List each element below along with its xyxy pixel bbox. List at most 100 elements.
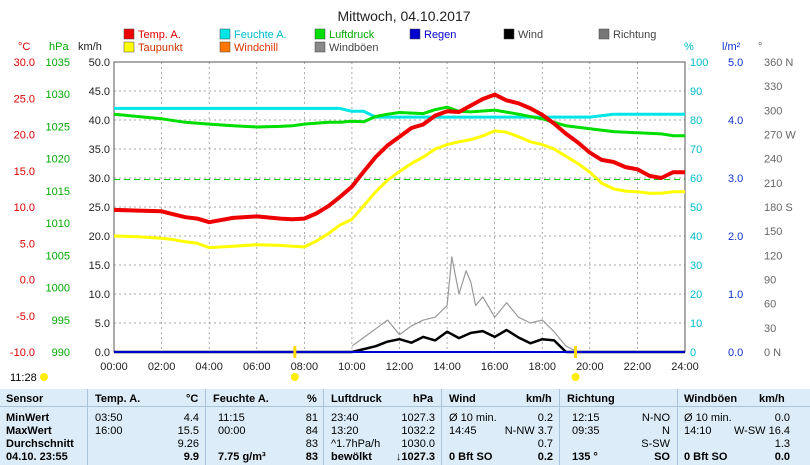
sun-icon bbox=[571, 373, 580, 381]
tick-label-wind: 35.0 bbox=[89, 144, 110, 156]
tick-label-pressure: 1015 bbox=[46, 186, 70, 198]
tick-label-temp: 20.0 bbox=[14, 130, 35, 142]
row-label: 04.10. 23:55 bbox=[6, 451, 68, 463]
tick-label-humidity: 40 bbox=[690, 231, 702, 243]
tick-label-temp: -5.0 bbox=[16, 311, 35, 323]
header-temp-unit: °C bbox=[186, 393, 199, 405]
table-cell: 83 bbox=[305, 451, 318, 463]
tick-label-humidity: 50 bbox=[690, 202, 702, 214]
row-label: MaxWert bbox=[6, 425, 52, 437]
tick-label-pressure: 1010 bbox=[46, 218, 70, 230]
tick-label-wind: 5.0 bbox=[95, 318, 110, 330]
legend-swatch bbox=[409, 28, 421, 40]
tick-label-rain: 4.0 bbox=[728, 115, 743, 127]
tick-label-time: 08:00 bbox=[291, 361, 319, 373]
grid bbox=[113, 61, 686, 353]
table-cell: 135 ° bbox=[572, 451, 598, 463]
table-cell: S-SW bbox=[641, 438, 670, 450]
legend: Temp. A. Feuchte A. Luftdruck Regen Wind Rich… bbox=[123, 28, 656, 54]
tick-label-direction: 60 bbox=[764, 299, 776, 311]
axis-unit-humidity: % bbox=[684, 41, 694, 53]
tick-label-direction: 210 bbox=[764, 178, 782, 190]
tick-label-pressure: 990 bbox=[52, 347, 70, 359]
tick-label-rain: 1.0 bbox=[728, 289, 743, 301]
series-line-taupunkt bbox=[113, 129, 685, 250]
tick-label-pressure: 1000 bbox=[46, 283, 70, 295]
header-press-unit: hPa bbox=[413, 393, 434, 405]
table-cell: 14:10 bbox=[684, 425, 712, 437]
tick-label-direction: 0 N bbox=[764, 347, 781, 359]
header-press: Luftdruck bbox=[331, 393, 382, 405]
series-line-temp-a bbox=[113, 92, 685, 225]
legend-swatch bbox=[219, 28, 231, 40]
tick-label-temp: 30.0 bbox=[14, 57, 35, 69]
sun-icon bbox=[40, 373, 48, 381]
tick-label-rain: 2.0 bbox=[728, 231, 743, 243]
table-cell: 09:35 bbox=[572, 425, 600, 437]
table-cell: 83 bbox=[305, 438, 318, 450]
tick-label-temp: 25.0 bbox=[14, 93, 35, 105]
row-label: MinWert bbox=[6, 412, 50, 424]
row-label: Durchschnitt bbox=[6, 438, 74, 450]
legend-label: Temp. A. bbox=[138, 29, 181, 41]
table-cell: 11:15 bbox=[218, 412, 245, 424]
table-col-divider bbox=[323, 389, 324, 465]
table-cell: 13:20 bbox=[331, 425, 359, 437]
tick-label-humidity: 100 bbox=[690, 57, 708, 69]
legend-swatch bbox=[219, 41, 231, 53]
tick-label-direction: 360 N bbox=[764, 57, 793, 69]
tick-label-wind: 15.0 bbox=[89, 260, 110, 272]
tick-label-direction: 150 bbox=[764, 226, 782, 238]
tick-label-rain: 3.0 bbox=[728, 173, 743, 185]
tick-label-time: 18:00 bbox=[528, 361, 556, 373]
legend-swatch bbox=[314, 28, 326, 40]
legend-label: Regen bbox=[424, 29, 456, 41]
table-col-divider bbox=[441, 389, 442, 465]
axes: 30.0 25.0 20.0 15.0 10.0 5.0 0.0 -5.0 -10.0 1035 1… bbox=[10, 41, 796, 373]
legend-label: Taupunkt bbox=[138, 42, 183, 54]
header-gust: Windböen bbox=[684, 393, 738, 405]
tick-label-humidity: 10 bbox=[690, 318, 702, 330]
table-cell: 0.0 bbox=[774, 412, 790, 424]
legend-swatch bbox=[314, 41, 326, 53]
tick-label-humidity: 60 bbox=[690, 173, 702, 185]
table-cell: 84 bbox=[305, 425, 318, 437]
table-cell: 9.26 bbox=[177, 438, 199, 450]
table-cell: 0.2 bbox=[537, 412, 553, 424]
weather-chart: Mittwoch, 04.10.2017 Temp. A. Feuchte A. L… bbox=[10, 8, 796, 384]
table-cell: SO bbox=[654, 451, 670, 463]
tick-label-pressure: 1035 bbox=[46, 57, 70, 69]
tick-label-temp: 5.0 bbox=[20, 238, 35, 250]
tick-label-time: 20:00 bbox=[576, 361, 604, 373]
table-header-divider bbox=[0, 406, 810, 407]
legend-label: Windböen bbox=[329, 42, 379, 54]
tick-label-time: 24:00 bbox=[671, 361, 699, 373]
table-cell: 0.7 bbox=[537, 438, 553, 450]
legend-label: Feuchte A. bbox=[234, 29, 287, 41]
table-cell: N bbox=[662, 425, 670, 437]
legend-swatch bbox=[598, 28, 610, 40]
sun-icon bbox=[290, 373, 299, 381]
table-cell: ↓1027.3 bbox=[395, 451, 435, 463]
table-col-divider bbox=[677, 389, 678, 465]
header-gust-unit: km/h bbox=[759, 393, 785, 405]
tick-label-time: 14:00 bbox=[433, 361, 461, 373]
table-cell: ^1.7hPa/h bbox=[331, 438, 381, 450]
table-col-divider bbox=[87, 389, 88, 465]
tick-label-pressure: 995 bbox=[52, 315, 70, 327]
tick-label-direction: 180 S bbox=[764, 202, 793, 214]
table-cell: 1027.3 bbox=[401, 412, 435, 424]
legend-swatch bbox=[123, 41, 135, 53]
statistics-table: Sensor Temp. A. °C Feuchte A. % Luftdruc… bbox=[0, 389, 810, 465]
tick-label-pressure: 1020 bbox=[46, 154, 70, 166]
tick-label-humidity: 20 bbox=[690, 289, 702, 301]
tick-label-direction: 90 bbox=[764, 275, 776, 287]
table-cell: 0 Bft SO bbox=[684, 451, 728, 463]
legend-label: Richtung bbox=[613, 29, 656, 41]
table-cell: N-NW 3.7 bbox=[504, 425, 553, 437]
tick-label-time: 02:00 bbox=[148, 361, 176, 373]
table-cell: 15.5 bbox=[177, 425, 199, 437]
table-cell: 81 bbox=[305, 412, 318, 424]
tick-label-humidity: 90 bbox=[690, 86, 702, 98]
table-col-divider bbox=[205, 389, 206, 465]
